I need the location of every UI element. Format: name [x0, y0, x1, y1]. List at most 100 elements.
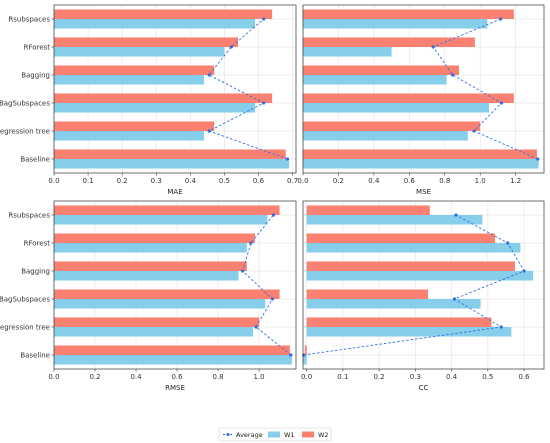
legend-average-label: Average [236, 431, 263, 439]
bar-w1 [54, 327, 253, 337]
bar-w2 [303, 37, 475, 47]
x-tick-label: 0.2 [117, 177, 128, 185]
average-point [285, 157, 290, 161]
bar-w1 [303, 19, 488, 29]
x-tick-label: 0.5 [482, 373, 493, 381]
bar-w2 [306, 261, 516, 271]
y-tick-label: BagSubspaces [0, 100, 50, 108]
bar-w1 [303, 47, 392, 57]
bar-w2 [303, 149, 537, 159]
y-tick-label: Regression tree [0, 128, 50, 136]
y-tick-label: Baseline [20, 156, 50, 164]
legend-w2-swatch-icon [302, 431, 314, 438]
bar-w2 [54, 9, 273, 19]
bar-w2 [54, 93, 273, 103]
bar-w2 [303, 65, 459, 75]
bar-w1 [303, 131, 468, 141]
plot-area [54, 201, 296, 369]
y-tick-label: BagSubspaces [0, 296, 50, 304]
x-tick-label: 0.4 [446, 373, 458, 381]
bar-w1 [303, 103, 490, 113]
y-tick-label: Rsubspaces [8, 212, 50, 220]
average-point [452, 297, 457, 301]
bar-w2 [303, 121, 481, 131]
x-tick-label: 0.2 [89, 373, 100, 381]
x-tick-label: 0.8 [439, 177, 450, 185]
x-tick-label: 0.0 [48, 373, 59, 381]
average-point [229, 45, 233, 49]
x-tick-label: 0.5 [219, 177, 230, 185]
x-tick-label: 0.6 [171, 373, 183, 381]
legend-w2-label: W2 [318, 431, 329, 439]
x-tick-label: 0.2 [333, 177, 344, 185]
average-line [207, 18, 288, 160]
bar-w1 [303, 159, 539, 169]
plot-frame [53, 4, 297, 174]
plot-area [303, 5, 544, 173]
average-point [289, 353, 293, 357]
bar-w1 [306, 299, 481, 309]
x-tick-label: 0.2 [374, 373, 385, 381]
bar-w1 [54, 103, 256, 113]
x-tick-label: 0.4 [368, 177, 380, 185]
bar-w2 [54, 65, 215, 75]
x-tick-label: 0.6 [253, 177, 265, 185]
x-tick-label: 0.6 [518, 373, 530, 381]
bar-w1 [306, 271, 534, 281]
x-tick-label: 1.2 [510, 177, 521, 185]
x-tick-label: 0.0 [297, 177, 308, 185]
average-point [241, 269, 245, 273]
bar-w2 [304, 345, 307, 355]
average-point [499, 101, 504, 105]
x-tick-label: 0.0 [48, 177, 59, 185]
bar-w2 [54, 37, 239, 47]
legend-w1-label: W1 [284, 431, 295, 439]
y-tick-label: Bagging [21, 72, 50, 80]
x-tick-label: 1.0 [475, 177, 486, 185]
bar-w1 [54, 131, 204, 141]
y-tick-label: Rsubspaces [8, 16, 50, 24]
legend-average-marker-icon [226, 433, 230, 436]
bar-w2 [54, 149, 286, 159]
average-point [302, 353, 306, 357]
average-point [506, 241, 510, 245]
x-tick-label: 1.0 [254, 373, 265, 381]
bar-w1 [54, 215, 268, 225]
x-axis-label: MSE [416, 188, 431, 196]
chart-panel-rmse: 0.0 0.2 0.4 0.6 0.8 1.0 Baseline Regression tre… [0, 200, 297, 392]
y-tick-label: Regression tree [0, 324, 50, 332]
plot-area [54, 5, 296, 173]
average-point [454, 213, 458, 217]
x-tick-label: 0.1 [337, 373, 348, 381]
average-point [271, 213, 276, 217]
x-tick-label: 0.8 [212, 373, 223, 381]
bar-w1 [54, 271, 239, 281]
average-point [498, 17, 503, 21]
x-axis-label: MAE [167, 188, 182, 196]
x-tick-label: 0.3 [410, 373, 421, 381]
bar-w2 [306, 289, 429, 299]
average-line [303, 214, 525, 356]
average-point [207, 129, 211, 133]
average-line [432, 18, 538, 160]
x-tick-label: 0.4 [185, 177, 197, 185]
bar-w2 [306, 317, 492, 327]
average-point [499, 325, 503, 329]
average-point [536, 157, 540, 161]
bar-w2 [54, 205, 280, 215]
bar-w1 [54, 159, 290, 169]
bar-w1 [303, 75, 447, 85]
bar-w1 [54, 75, 204, 85]
bar-w1 [306, 215, 483, 225]
y-tick-label: Baseline [20, 352, 50, 360]
bar-w2 [54, 121, 215, 131]
x-tick-label: 0.3 [151, 177, 162, 185]
bar-w1 [303, 355, 307, 365]
bar-w1 [54, 47, 225, 57]
chart-panel-cc: 0.0 0.1 0.2 0.3 0.4 0.5 0.6 CC [301, 200, 545, 392]
bar-w2 [303, 9, 514, 19]
x-tick-label: 0.6 [404, 177, 416, 185]
average-point [207, 73, 211, 77]
x-axis-label: RMSE [165, 384, 185, 392]
